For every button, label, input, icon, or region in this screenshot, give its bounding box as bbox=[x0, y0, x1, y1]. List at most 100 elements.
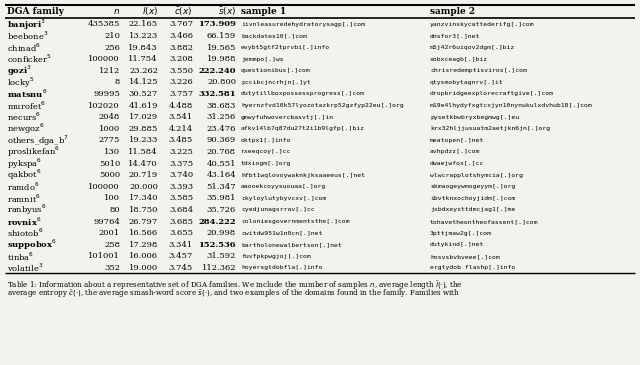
Text: beebone$^{3}$: beebone$^{3}$ bbox=[7, 30, 49, 42]
Text: ramdo$^{6}$: ramdo$^{6}$ bbox=[7, 181, 40, 193]
Text: bartholonewalbertson[.]net: bartholonewalbertson[.]net bbox=[241, 242, 342, 247]
Text: 4.488: 4.488 bbox=[168, 101, 193, 110]
Text: pysetkbwbryxbegmwg[.]eu: pysetkbwbryxbegmwg[.]eu bbox=[430, 115, 519, 120]
Text: cwitdw951w1n0cn[.]net: cwitdw951w1n0cn[.]net bbox=[241, 231, 323, 236]
Text: 23.476: 23.476 bbox=[207, 125, 236, 133]
Text: 20.768: 20.768 bbox=[207, 148, 236, 156]
Text: 435385: 435385 bbox=[88, 20, 120, 28]
Text: 23.262: 23.262 bbox=[129, 67, 158, 75]
Text: avhpdzz[.]com: avhpdzz[.]com bbox=[430, 150, 481, 154]
Text: shiotob$^{6}$: shiotob$^{6}$ bbox=[7, 227, 44, 239]
Text: 3.541: 3.541 bbox=[169, 113, 193, 121]
Text: 3.767: 3.767 bbox=[169, 20, 193, 28]
Text: 17.298: 17.298 bbox=[129, 241, 158, 249]
Text: 11.754: 11.754 bbox=[129, 55, 158, 63]
Text: 256: 256 bbox=[104, 43, 120, 51]
Text: 14.125: 14.125 bbox=[129, 78, 158, 87]
Text: 101001: 101001 bbox=[88, 252, 120, 260]
Text: 11.584: 11.584 bbox=[129, 148, 158, 156]
Text: 258: 258 bbox=[104, 241, 120, 249]
Text: jemmpo[.]ws: jemmpo[.]ws bbox=[241, 57, 284, 62]
Text: m19e4lhydyfxgtcxjyn10nynukulxdvhub18[.]com: m19e4lhydyfxgtcxjyn10nynukulxdvhub18[.]c… bbox=[430, 103, 593, 108]
Text: ergtydob flashp[.]info: ergtydob flashp[.]info bbox=[430, 265, 515, 270]
Text: 2775: 2775 bbox=[99, 137, 120, 145]
Text: meatopen[.]net: meatopen[.]net bbox=[430, 138, 484, 143]
Text: dutytillboxpossessprogress[.]com: dutytillboxpossessprogress[.]com bbox=[241, 92, 365, 96]
Text: chrisredemptisviros[.]com: chrisredemptisviros[.]com bbox=[430, 68, 527, 73]
Text: 66.159: 66.159 bbox=[207, 32, 236, 40]
Text: 20.800: 20.800 bbox=[207, 78, 236, 87]
Text: matsnu$^{6}$: matsnu$^{6}$ bbox=[7, 88, 47, 100]
Text: 2048: 2048 bbox=[99, 113, 120, 121]
Text: $n$: $n$ bbox=[113, 7, 120, 16]
Text: newgoz$^{6}$: newgoz$^{6}$ bbox=[7, 122, 45, 136]
Text: ckyloylutybyvcxv[.]com: ckyloylutybyvcxv[.]com bbox=[241, 196, 326, 201]
Text: 20.000: 20.000 bbox=[129, 183, 158, 191]
Text: sample 1: sample 1 bbox=[241, 7, 286, 16]
Text: average entropy $\bar{c}(\cdot)$, the average smash-word score $\bar{s}(\cdot)$,: average entropy $\bar{c}(\cdot)$, the av… bbox=[7, 287, 460, 299]
Text: gozi$^{3}$: gozi$^{3}$ bbox=[7, 64, 32, 78]
Text: 43.164: 43.164 bbox=[206, 171, 236, 179]
Text: 18.750: 18.750 bbox=[129, 206, 158, 214]
Text: 19.000: 19.000 bbox=[129, 264, 158, 272]
Text: chinad$^{6}$: chinad$^{6}$ bbox=[7, 41, 41, 54]
Text: 3.393: 3.393 bbox=[169, 183, 193, 191]
Text: 284.222: 284.222 bbox=[198, 218, 236, 226]
Text: pykspa$^{6}$: pykspa$^{6}$ bbox=[7, 156, 42, 171]
Text: 332.581: 332.581 bbox=[198, 90, 236, 98]
Text: skmaogeywmogeyym[.]org: skmaogeywmogeyym[.]org bbox=[430, 184, 515, 189]
Text: 19.565: 19.565 bbox=[207, 43, 236, 51]
Text: 3pttjmaw2g[.]com: 3pttjmaw2g[.]com bbox=[430, 231, 492, 236]
Text: 2001: 2001 bbox=[99, 229, 120, 237]
Text: dropbridgeexplorecraftgive[.]com: dropbridgeexplorecraftgive[.]com bbox=[430, 92, 554, 96]
Text: 4.214: 4.214 bbox=[169, 125, 193, 133]
Text: 20.719: 20.719 bbox=[129, 171, 158, 179]
Text: 3.341: 3.341 bbox=[169, 241, 193, 249]
Text: sample 2: sample 2 bbox=[430, 7, 475, 16]
Text: 222.240: 222.240 bbox=[198, 67, 236, 75]
Text: hosvsbvbveee[.]com: hosvsbvbveee[.]com bbox=[430, 254, 500, 259]
Text: 31.592: 31.592 bbox=[207, 252, 236, 260]
Text: $\bar{c}(x)$: $\bar{c}(x)$ bbox=[175, 5, 193, 17]
Text: 14.470: 14.470 bbox=[129, 160, 158, 168]
Text: 100000: 100000 bbox=[88, 183, 120, 191]
Text: 3.684: 3.684 bbox=[169, 206, 193, 214]
Text: 38.683: 38.683 bbox=[207, 101, 236, 110]
Text: 17.029: 17.029 bbox=[129, 113, 158, 121]
Text: evybt5gtf2tprvbi[.]info: evybt5gtf2tprvbi[.]info bbox=[241, 45, 330, 50]
Text: coloniesgovernmentsthe[.]com: coloniesgovernmentsthe[.]com bbox=[241, 219, 349, 224]
Text: pccibcjncrhjn[.]yt: pccibcjncrhjn[.]yt bbox=[241, 80, 311, 85]
Text: dutykind[.]net: dutykind[.]net bbox=[430, 242, 484, 247]
Text: 1000: 1000 bbox=[99, 125, 120, 133]
Text: tinba$^{6}$: tinba$^{6}$ bbox=[7, 250, 34, 262]
Text: 3.757: 3.757 bbox=[169, 90, 193, 98]
Text: 100000: 100000 bbox=[88, 55, 120, 63]
Text: necurs$^{6}$: necurs$^{6}$ bbox=[7, 111, 41, 123]
Text: 1212: 1212 bbox=[99, 67, 120, 75]
Text: backdates10[.]com: backdates10[.]com bbox=[241, 34, 307, 38]
Text: 26.797: 26.797 bbox=[129, 218, 158, 226]
Text: 3.655: 3.655 bbox=[169, 229, 193, 237]
Text: 40.551: 40.551 bbox=[207, 160, 236, 168]
Text: 3.485: 3.485 bbox=[169, 137, 193, 145]
Text: yanzvinskycattederifg[.]com: yanzvinskycattederifg[.]com bbox=[430, 22, 534, 27]
Text: 3.585: 3.585 bbox=[169, 195, 193, 202]
Text: 19.988: 19.988 bbox=[207, 55, 236, 63]
Text: 3.745: 3.745 bbox=[169, 264, 193, 272]
Text: qtysmobytagnrv[.]it: qtysmobytagnrv[.]it bbox=[430, 80, 504, 85]
Text: DGA family: DGA family bbox=[7, 7, 64, 16]
Text: gmwyfuhwovercbasvtj[.]in: gmwyfuhwovercbasvtj[.]in bbox=[241, 115, 334, 120]
Text: tohavetheontheofassent[.]com: tohavetheontheofassent[.]com bbox=[430, 219, 538, 224]
Text: 17.340: 17.340 bbox=[129, 195, 158, 202]
Text: 19.843: 19.843 bbox=[129, 43, 158, 51]
Text: rovnix$^{6}$: rovnix$^{6}$ bbox=[7, 215, 42, 228]
Text: 3.226: 3.226 bbox=[169, 78, 193, 87]
Text: 35.726: 35.726 bbox=[207, 206, 236, 214]
Text: aaooekcoyysuouaa[.]org: aaooekcoyysuouaa[.]org bbox=[241, 184, 326, 189]
Text: 3.225: 3.225 bbox=[169, 148, 193, 156]
Text: 29.885: 29.885 bbox=[129, 125, 158, 133]
Text: volatile$^{3}$: volatile$^{3}$ bbox=[7, 262, 44, 274]
Text: 22.165: 22.165 bbox=[129, 20, 158, 28]
Text: hyernzfvd10k57lyozotazkrp52gzfyp22eu[.]org: hyernzfvd10k57lyozotazkrp52gzfyp22eu[.]o… bbox=[241, 103, 404, 108]
Text: suppobox$^{6}$: suppobox$^{6}$ bbox=[7, 238, 57, 252]
